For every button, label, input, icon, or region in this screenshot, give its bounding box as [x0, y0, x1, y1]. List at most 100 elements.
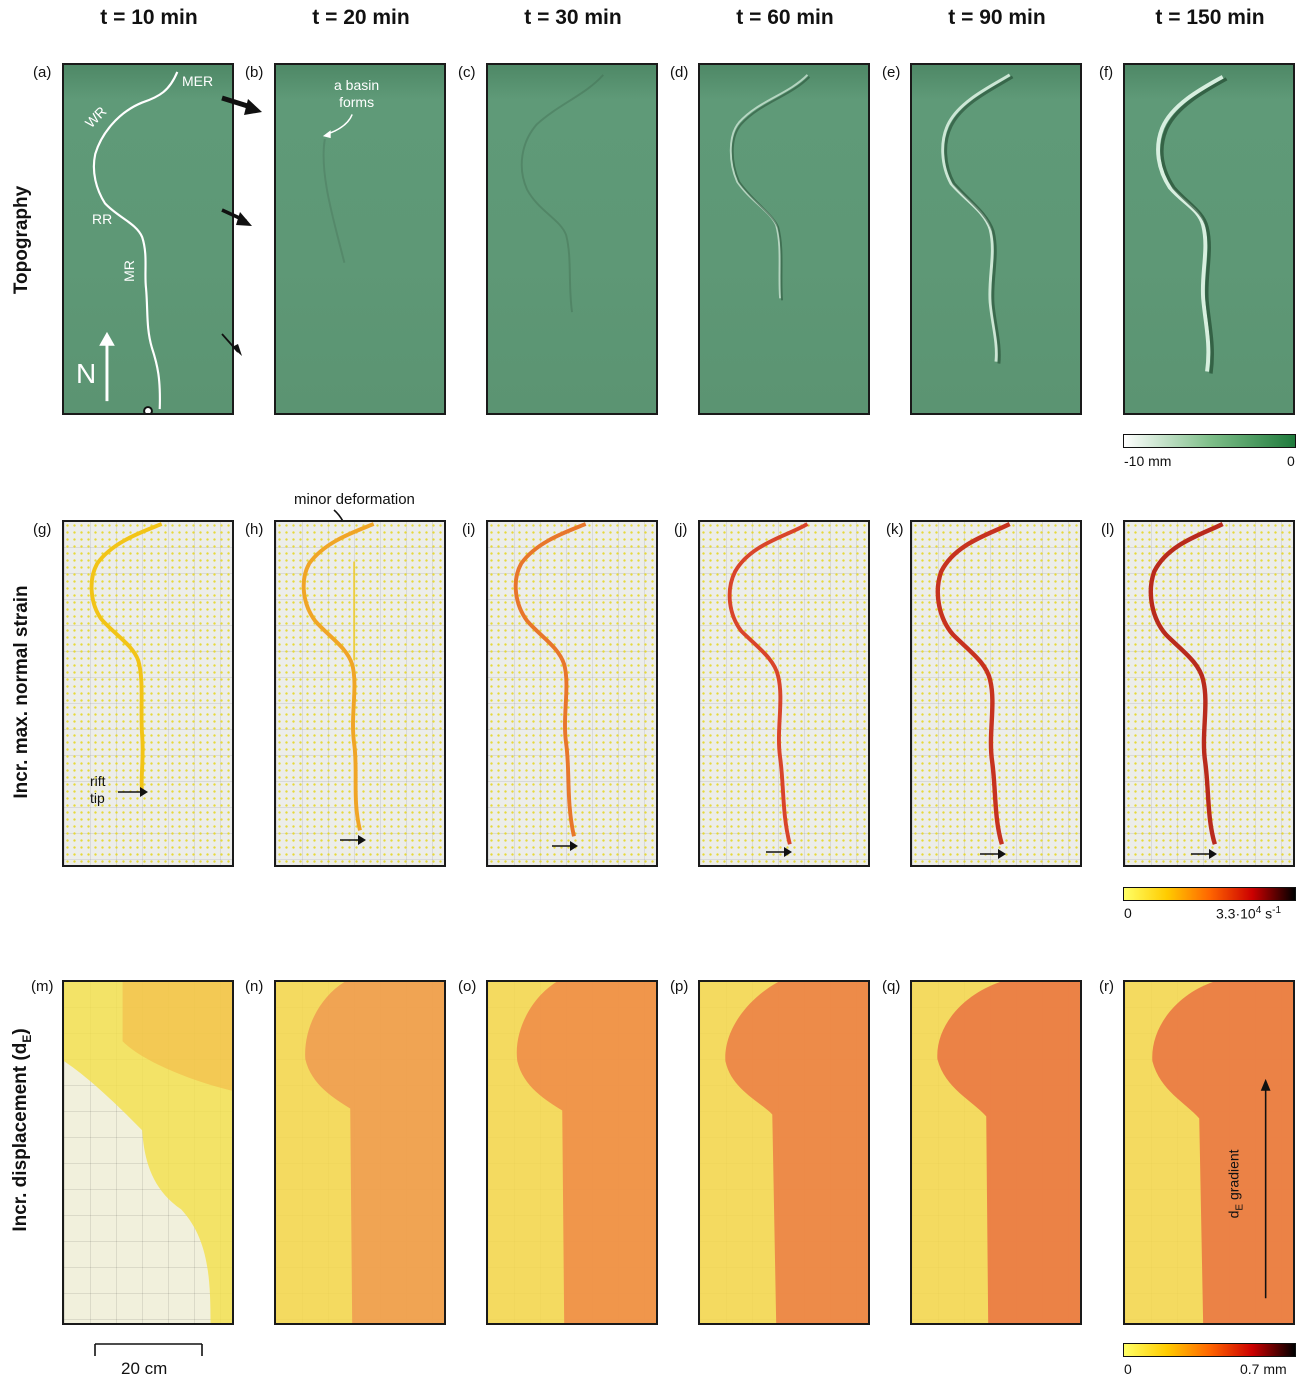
strain-colorbar: [1123, 887, 1296, 901]
panel-label: (k): [886, 521, 904, 538]
panel-label: (p): [670, 978, 689, 995]
column-title: t = 10 min: [100, 6, 198, 29]
gradient-sub: E: [1234, 1203, 1246, 1211]
strain-panel-h: [274, 520, 446, 867]
rift-tip-arrow: [766, 847, 792, 857]
label-mer: MER: [182, 73, 214, 89]
displacement-field: [1125, 982, 1293, 1323]
rift-tip-arrow: [1191, 849, 1217, 859]
panel-label: (o): [458, 978, 477, 995]
rift-tip-arrow: [980, 849, 1006, 859]
strain-colorbar-max: 3.3·104 s-1: [1216, 905, 1281, 922]
label-rift-tip: rift tip: [90, 773, 106, 807]
strain-panel-k: [910, 520, 1082, 867]
column-title: t = 30 min: [524, 6, 622, 29]
displacement-panel-m: [62, 980, 234, 1325]
basin-line-1: a basin: [334, 77, 380, 93]
strain-rift: [935, 522, 1011, 845]
rift-tip-arrow: [118, 787, 148, 797]
label-rr: RR: [92, 211, 113, 227]
strain-panel-l: [1123, 520, 1295, 867]
row-title-subscript: E: [19, 1034, 34, 1043]
topography-panel-a: MER WR RR MR N: [62, 63, 234, 415]
panel-label: (g): [33, 521, 52, 538]
row-title-strain: Incr. max. normal strain: [11, 585, 32, 799]
panel-label: (l): [1101, 521, 1115, 538]
displacement-field: [64, 982, 232, 1323]
rift-tip-arrow: [340, 835, 366, 845]
panel-label: (j): [674, 521, 688, 538]
column-title: t = 60 min: [736, 6, 834, 29]
strain-panel-i: [486, 520, 658, 867]
panel-label: (h): [245, 521, 264, 538]
extension-arrows: [221, 95, 262, 356]
column-title: t = 20 min: [312, 6, 410, 29]
topography-colorbar-max: 0: [1287, 453, 1295, 469]
panel-label: (i): [462, 521, 476, 538]
strain-panel-j: [698, 520, 870, 867]
rift-tip-arrow: [552, 841, 578, 851]
scale-bar-label: 20 cm: [121, 1359, 168, 1378]
strain-rift: [513, 522, 587, 837]
gradient-d: d: [1225, 1210, 1242, 1219]
panel-label: (n): [245, 978, 264, 995]
displacement-field: [912, 982, 1080, 1323]
faint-rift-trace: [520, 74, 604, 313]
label-basin-forms: a basin forms: [334, 77, 379, 111]
strain-max-base: 3.3·10: [1216, 905, 1256, 922]
strain-max-unit: s: [1261, 905, 1273, 922]
label-mr: MR: [120, 260, 137, 282]
row-title-topography: Topography: [11, 185, 32, 295]
topography-panel-e: [910, 63, 1082, 415]
displacement-panel-p: [698, 980, 870, 1325]
column-title: t = 150 min: [1155, 6, 1265, 29]
displacement-field: [276, 982, 444, 1323]
topography-panel-d: [698, 63, 870, 415]
panel-label: (q): [882, 978, 901, 995]
panel-label: (e): [882, 64, 901, 81]
displacement-field: [488, 982, 656, 1323]
strain-panel-g: rift tip: [62, 520, 234, 867]
panel-label: (b): [245, 64, 264, 81]
displacement-colorbar-min: 0: [1124, 1361, 1132, 1377]
rift-tip-line-2: tip: [90, 790, 105, 806]
scale-bar: [94, 1343, 203, 1356]
displacement-colorbar-max: 0.7 mm: [1240, 1361, 1287, 1377]
column-title: t = 90 min: [948, 6, 1046, 29]
gradient-rest: gradient: [1225, 1149, 1242, 1204]
displacement-panel-r: dE gradient: [1123, 980, 1295, 1325]
strain-rift: [727, 522, 809, 845]
panel-label: (f): [1099, 64, 1114, 81]
panel-label: (c): [458, 64, 476, 81]
rift-trace: [1156, 75, 1228, 374]
displacement-panel-o: [486, 980, 658, 1325]
strain-colorbar-min: 0: [1124, 905, 1132, 921]
strain-rift: [301, 522, 375, 831]
strain-rift: [1148, 522, 1224, 845]
row-title-close: ): [10, 1028, 32, 1035]
topography-panel-f: [1123, 63, 1295, 415]
topography-colorbar-min: -10 mm: [1124, 453, 1172, 469]
strain-rift: [89, 522, 163, 795]
label-minor-deformation: minor deformation: [294, 491, 415, 508]
topography-colorbar: [1123, 434, 1296, 448]
strain-max-exp: 4: [1255, 905, 1262, 916]
basin-arrow: [322, 114, 353, 263]
label-north: N: [76, 358, 97, 389]
strain-max-unit-exp: -1: [1272, 905, 1282, 916]
panel-label: (a): [33, 64, 52, 81]
panel-label: (m): [31, 978, 54, 995]
row-title-displacement-text: Incr. displacement (d: [10, 1042, 32, 1232]
rift-tip-line-1: rift: [90, 773, 106, 789]
basin-line-2: forms: [339, 94, 375, 110]
label-de-gradient: dE gradient: [1226, 1149, 1246, 1218]
panel-label: (d): [670, 64, 689, 81]
displacement-colorbar: [1123, 1343, 1296, 1357]
rift-trace: [729, 74, 811, 301]
displacement-field: [700, 982, 868, 1323]
panel-label: (r): [1099, 978, 1114, 995]
row-title-displacement: Incr. displacement (dE): [10, 1028, 34, 1231]
displacement-panel-q: [910, 980, 1082, 1325]
rift-trace-outline: [92, 71, 179, 413]
topography-panel-b: a basin forms: [274, 63, 446, 415]
